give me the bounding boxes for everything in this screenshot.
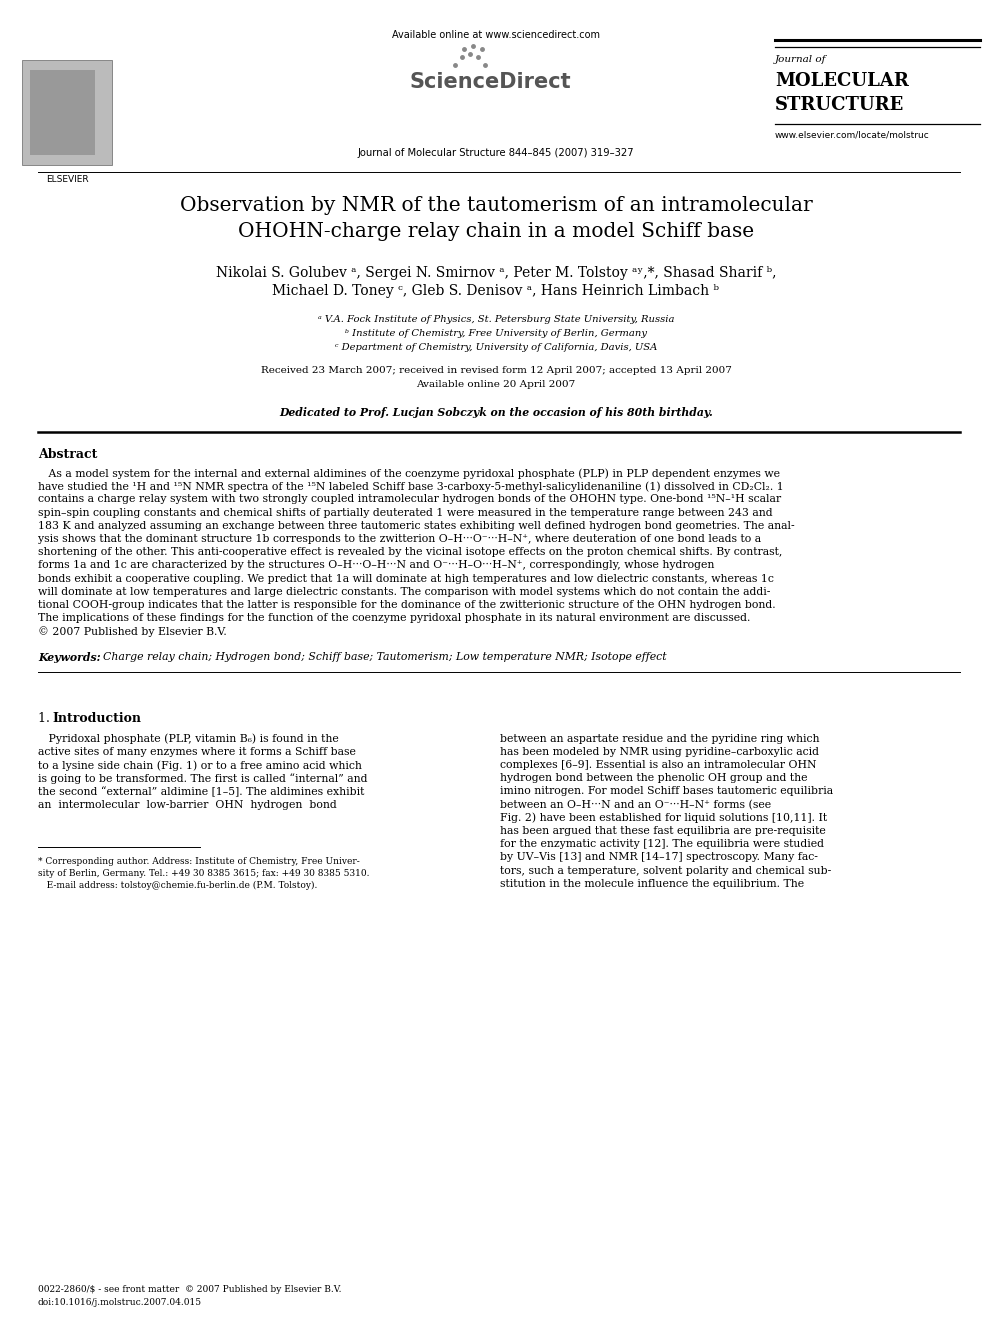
Text: STRUCTURE: STRUCTURE [775, 97, 905, 114]
Text: forms 1a and 1c are characterized by the structures O–H···O–H···N and O⁻···H–O··: forms 1a and 1c are characterized by the… [38, 561, 714, 570]
Text: an  intermolecular  low-barrier  OHN  hydrogen  bond: an intermolecular low-barrier OHN hydrog… [38, 799, 336, 810]
Text: Observation by NMR of the tautomerism of an intramolecular: Observation by NMR of the tautomerism of… [180, 196, 812, 216]
Text: tional COOH-group indicates that the latter is responsible for the dominance of : tional COOH-group indicates that the lat… [38, 601, 776, 610]
Text: Michael D. Toney ᶜ, Gleb S. Denisov ᵃ, Hans Heinrich Limbach ᵇ: Michael D. Toney ᶜ, Gleb S. Denisov ᵃ, H… [273, 284, 719, 298]
Text: is going to be transformed. The first is called “internal” and: is going to be transformed. The first is… [38, 773, 367, 785]
Text: the second “external” aldimine [1–5]. The aldimines exhibit: the second “external” aldimine [1–5]. Th… [38, 786, 364, 796]
Text: between an aspartate residue and the pyridine ring which: between an aspartate residue and the pyr… [500, 733, 819, 744]
Text: Fig. 2) have been established for liquid solutions [10,11]. It: Fig. 2) have been established for liquid… [500, 812, 827, 823]
Bar [22, 60, 112, 165]
Text: bonds exhibit a cooperative coupling. We predict that 1a will dominate at high t: bonds exhibit a cooperative coupling. We… [38, 574, 774, 583]
Text: Journal of Molecular Structure 844–845 (2007) 319–327: Journal of Molecular Structure 844–845 (… [358, 148, 634, 157]
Text: has been modeled by NMR using pyridine–carboxylic acid: has been modeled by NMR using pyridine–c… [500, 746, 819, 757]
Text: As a model system for the internal and external aldimines of the coenzyme pyrido: As a model system for the internal and e… [38, 468, 780, 479]
Text: doi:10.1016/j.molstruc.2007.04.015: doi:10.1016/j.molstruc.2007.04.015 [38, 1298, 202, 1307]
Text: 1.: 1. [38, 712, 54, 725]
Text: MOLECULAR: MOLECULAR [775, 71, 909, 90]
Text: contains a charge relay system with two strongly coupled intramolecular hydrogen: contains a charge relay system with two … [38, 495, 781, 504]
Text: to a lysine side chain (Fig. 1) or to a free amino acid which: to a lysine side chain (Fig. 1) or to a … [38, 759, 362, 770]
Text: The implications of these findings for the function of the coenzyme pyridoxal ph: The implications of these findings for t… [38, 613, 750, 623]
Bar [30, 70, 95, 155]
Text: 0022-2860/$ - see front matter  © 2007 Published by Elsevier B.V.: 0022-2860/$ - see front matter © 2007 Pu… [38, 1285, 341, 1294]
Text: www.elsevier.com/locate/molstruc: www.elsevier.com/locate/molstruc [775, 131, 930, 140]
Text: 183 K and analyzed assuming an exchange between three tautomeric states exhibiti: 183 K and analyzed assuming an exchange … [38, 521, 795, 531]
Text: spin–spin coupling constants and chemical shifts of partially deuterated 1 were : spin–spin coupling constants and chemica… [38, 508, 773, 517]
Text: sity of Berlin, Germany. Tel.: +49 30 8385 3615; fax: +49 30 8385 5310.: sity of Berlin, Germany. Tel.: +49 30 83… [38, 869, 369, 878]
Text: hydrogen bond between the phenolic OH group and the: hydrogen bond between the phenolic OH gr… [500, 773, 807, 783]
Text: Nikolai S. Golubev ᵃ, Sergei N. Smirnov ᵃ, Peter M. Tolstoy ᵃʸ,*, Shasad Sharif : Nikolai S. Golubev ᵃ, Sergei N. Smirnov … [215, 266, 777, 280]
Text: Pyridoxal phosphate (PLP, vitamin B₆) is found in the: Pyridoxal phosphate (PLP, vitamin B₆) is… [38, 733, 338, 744]
Text: between an O–H···N and an O⁻···H–N⁺ forms (see: between an O–H···N and an O⁻···H–N⁺ form… [500, 799, 771, 810]
Text: Keywords:: Keywords: [38, 652, 100, 663]
Text: Available online 20 April 2007: Available online 20 April 2007 [417, 380, 575, 389]
Text: Charge relay chain; Hydrogen bond; Schiff base; Tautomerism; Low temperature NMR: Charge relay chain; Hydrogen bond; Schif… [96, 652, 667, 662]
Text: E-mail address: tolstoy@chemie.fu-berlin.de (P.M. Tolstoy).: E-mail address: tolstoy@chemie.fu-berlin… [38, 881, 317, 890]
Text: Journal of: Journal of [775, 56, 826, 64]
Text: © 2007 Published by Elsevier B.V.: © 2007 Published by Elsevier B.V. [38, 626, 227, 638]
Text: Received 23 March 2007; received in revised form 12 April 2007; accepted 13 Apri: Received 23 March 2007; received in revi… [261, 366, 731, 374]
Text: ᵃ V.A. Fock Institute of Physics, St. Petersburg State University, Russia: ᵃ V.A. Fock Institute of Physics, St. Pe… [317, 315, 675, 324]
Text: active sites of many enzymes where it forms a Schiff base: active sites of many enzymes where it fo… [38, 746, 356, 757]
Text: shortening of the other. This anti-cooperative effect is revealed by the vicinal: shortening of the other. This anti-coope… [38, 548, 783, 557]
Text: for the enzymatic activity [12]. The equilibria were studied: for the enzymatic activity [12]. The equ… [500, 839, 824, 849]
Text: tors, such a temperature, solvent polarity and chemical sub-: tors, such a temperature, solvent polari… [500, 865, 831, 876]
Text: Available online at www.sciencedirect.com: Available online at www.sciencedirect.co… [392, 30, 600, 40]
Text: Introduction: Introduction [52, 712, 141, 725]
Text: have studied the ¹H and ¹⁵N NMR spectra of the ¹⁵N labeled Schiff base 3-carboxy: have studied the ¹H and ¹⁵N NMR spectra … [38, 482, 784, 492]
Text: ᶜ Department of Chemistry, University of California, Davis, USA: ᶜ Department of Chemistry, University of… [335, 343, 657, 352]
Text: has been argued that these fast equilibria are pre-requisite: has been argued that these fast equilibr… [500, 826, 825, 836]
Text: * Corresponding author. Address: Institute of Chemistry, Free Univer-: * Corresponding author. Address: Institu… [38, 857, 360, 867]
Text: imino nitrogen. For model Schiff bases tautomeric equilibria: imino nitrogen. For model Schiff bases t… [500, 786, 833, 796]
Text: complexes [6–9]. Essential is also an intramolecular OHN: complexes [6–9]. Essential is also an in… [500, 759, 816, 770]
Text: Dedicated to Prof. Lucjan Sobczyk on the occasion of his 80th birthday.: Dedicated to Prof. Lucjan Sobczyk on the… [279, 407, 713, 418]
Text: OHOHN-charge relay chain in a model Schiff base: OHOHN-charge relay chain in a model Schi… [238, 222, 754, 241]
Text: ᵇ Institute of Chemistry, Free University of Berlin, Germany: ᵇ Institute of Chemistry, Free Universit… [345, 329, 647, 337]
Text: Abstract: Abstract [38, 448, 97, 460]
Text: ELSEVIER: ELSEVIER [46, 175, 88, 184]
Text: ScienceDirect: ScienceDirect [409, 71, 570, 93]
Text: by UV–Vis [13] and NMR [14–17] spectroscopy. Many fac-: by UV–Vis [13] and NMR [14–17] spectrosc… [500, 852, 817, 863]
Text: ysis shows that the dominant structure 1b corresponds to the zwitterion O–H···O⁻: ysis shows that the dominant structure 1… [38, 534, 761, 544]
Text: stitution in the molecule influence the equilibrium. The: stitution in the molecule influence the … [500, 878, 805, 889]
Text: will dominate at low temperatures and large dielectric constants. The comparison: will dominate at low temperatures and la… [38, 587, 771, 597]
